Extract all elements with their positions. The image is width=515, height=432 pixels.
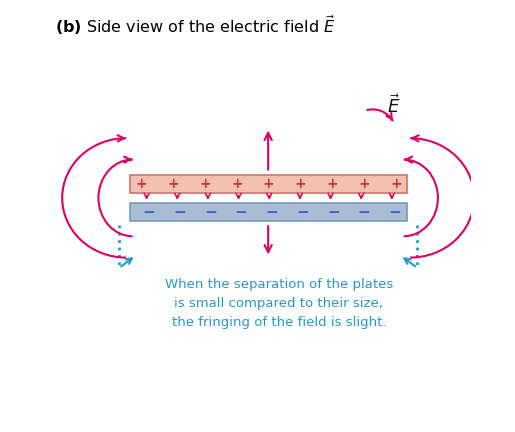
Text: +: + bbox=[358, 177, 370, 191]
Text: −: − bbox=[388, 205, 401, 219]
Text: +: + bbox=[167, 177, 179, 191]
Text: −: − bbox=[296, 205, 309, 219]
Text: −: − bbox=[173, 205, 186, 219]
Text: +: + bbox=[199, 177, 211, 191]
Text: −: − bbox=[204, 205, 217, 219]
Text: +: + bbox=[231, 177, 243, 191]
Text: +: + bbox=[263, 177, 274, 191]
Bar bbox=[130, 175, 407, 193]
Text: −: − bbox=[358, 205, 370, 219]
Text: $\vec{E}$: $\vec{E}$ bbox=[387, 94, 401, 117]
Bar bbox=[130, 203, 407, 221]
Text: +: + bbox=[295, 177, 306, 191]
Text: −: − bbox=[235, 205, 247, 219]
Text: +: + bbox=[327, 177, 338, 191]
Text: $\mathbf{(b)}$ Side view of the electric field $\vec{E}$: $\mathbf{(b)}$ Side view of the electric… bbox=[55, 13, 335, 37]
Text: −: − bbox=[142, 205, 155, 219]
Text: When the separation of the plates
is small compared to their size,
the fringing : When the separation of the plates is sma… bbox=[165, 278, 393, 329]
Text: −: − bbox=[327, 205, 340, 219]
Text: +: + bbox=[390, 177, 402, 191]
Text: +: + bbox=[135, 177, 147, 191]
Text: −: − bbox=[265, 205, 278, 219]
